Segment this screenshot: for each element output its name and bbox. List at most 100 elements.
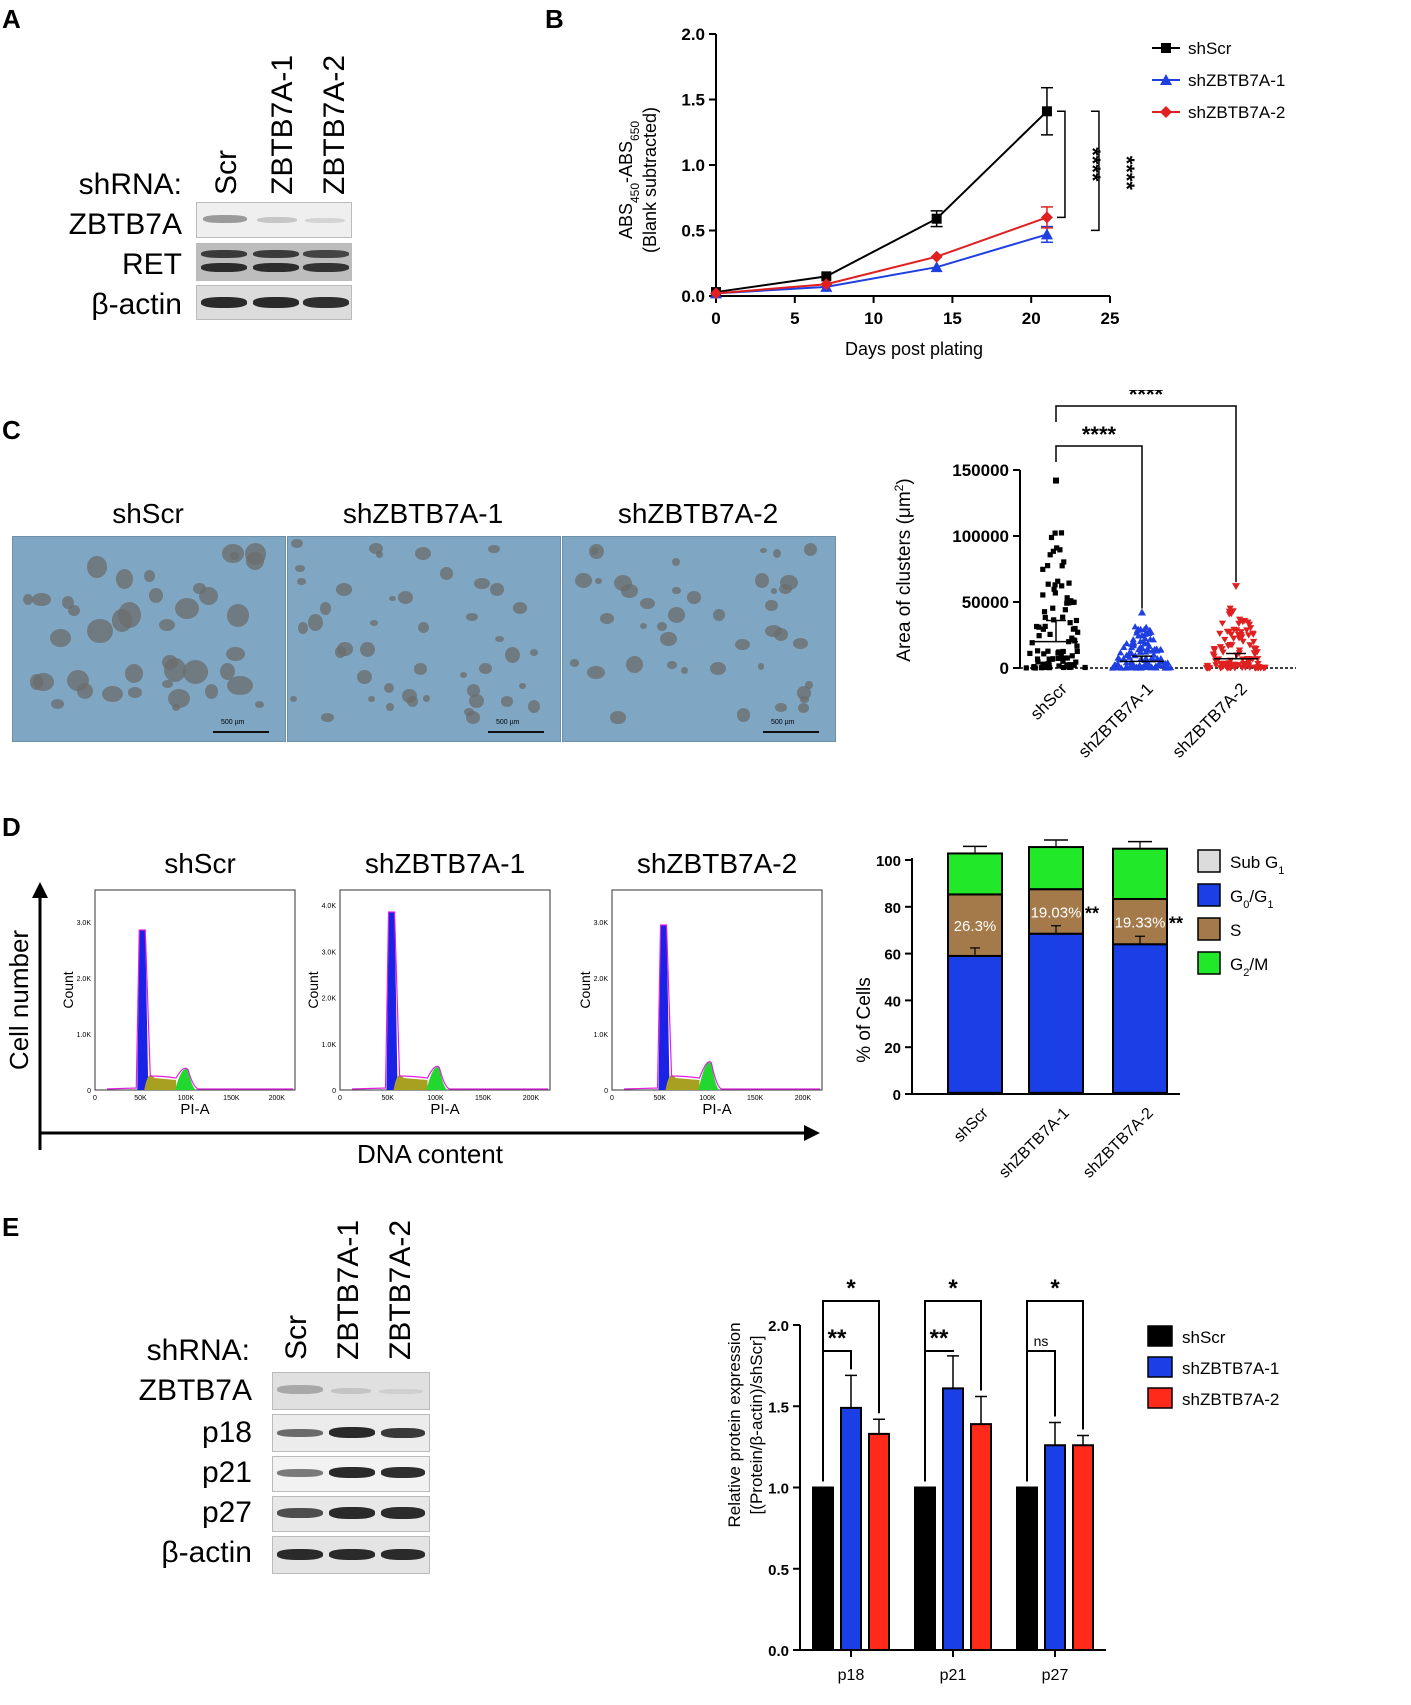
d-ytick-label: 60 (884, 947, 901, 964)
scale-label: 500 µm (771, 719, 795, 726)
b-point (1040, 211, 1053, 224)
c-point (1052, 590, 1058, 596)
cell-cluster (68, 605, 80, 617)
scale-bar (213, 731, 269, 733)
cell-cluster (319, 602, 332, 615)
micrograph-shzbtb7a-2: 500 µm (562, 536, 836, 742)
d-legend-swatch (1197, 883, 1221, 907)
c-point (1052, 582, 1058, 588)
d-legend-swatch (1197, 951, 1221, 975)
b-point (1041, 106, 1052, 117)
c-xtick-label: shScr (1027, 679, 1071, 723)
c-point (1038, 665, 1044, 671)
b-point (820, 278, 833, 291)
c-point (1138, 663, 1146, 671)
d-ytick-label: 100 (876, 853, 901, 870)
cell-cluster (760, 547, 767, 553)
d-s-label: 19.03% (1031, 904, 1082, 921)
c-point (1145, 629, 1153, 637)
c-point (1127, 649, 1136, 656)
e-blot-beta-actin (272, 1536, 430, 1574)
e-ytick-label: 2.0 (768, 1318, 789, 1335)
c-point (1035, 659, 1041, 665)
hist-ytick: 2.0K (322, 996, 337, 1003)
d-x-arrow-head (804, 1125, 820, 1141)
cell-cluster (417, 622, 429, 634)
d-ytick-label: 40 (884, 993, 901, 1010)
c-point (1237, 629, 1245, 636)
cell-cluster (757, 663, 765, 670)
d-ytick-label: 0 (893, 1087, 901, 1104)
hist-g1-peak (658, 925, 670, 1090)
cell-cluster (245, 551, 265, 571)
e-bar (840, 1406, 862, 1651)
c-point (1137, 625, 1145, 632)
b-ytick-label: 0.0 (681, 287, 705, 306)
b-point (930, 250, 943, 263)
hist-ytick: 4.0K (322, 903, 337, 910)
panel-label-e: E (2, 1212, 20, 1242)
hist-g2-peak (175, 1068, 197, 1090)
cell-cluster (779, 575, 798, 591)
c-point (1054, 545, 1060, 551)
micrograph-shzbtb7a-1: 500 µm (287, 536, 561, 742)
cell-cluster (570, 659, 579, 667)
c-point (1051, 586, 1057, 592)
d-s-label: 26.3% (954, 918, 997, 935)
cell-cluster (102, 685, 124, 703)
c-point (1041, 651, 1047, 657)
hist-ylabel: Count (577, 971, 593, 1008)
cell-cluster (144, 569, 156, 583)
c-point (1133, 629, 1141, 636)
b-xtick-label: 0 (711, 309, 720, 328)
c-point (1138, 608, 1146, 616)
cell-cluster (478, 662, 493, 675)
c-point (1035, 648, 1041, 654)
d-legend-label: G0/G1 (1230, 887, 1273, 911)
hist-title-shzbtb7a-2: shZBTB7A-2 (636, 848, 798, 879)
d-s-sig: ** (1085, 903, 1099, 923)
c-point (1141, 660, 1149, 667)
c-point (1073, 659, 1079, 665)
c-point (1058, 653, 1064, 660)
cluster-area-chart: 0 50000 100000 150000 shScr shZBTB7A-1 shZBTB7… (892, 390, 1296, 762)
cell-cluster (158, 619, 176, 632)
c-point (1126, 664, 1134, 671)
hist-ytick: 0 (604, 1088, 608, 1095)
hist-xtick: 150K (747, 1095, 764, 1102)
cell-cluster (220, 663, 236, 681)
c-point (1153, 647, 1161, 654)
cell-cluster (229, 552, 239, 561)
c-point (1218, 646, 1226, 653)
hist-g1-peak (137, 930, 149, 1090)
hist-ytick: 2.0K (594, 976, 609, 983)
cell-cluster (414, 662, 428, 675)
c-point (1067, 620, 1073, 626)
c-point (1123, 639, 1131, 647)
e-blot-row-zbtb7a: ZBTB7A (138, 1374, 252, 1407)
cell-cluster (512, 602, 528, 614)
scale-bar (488, 731, 544, 733)
cell-cluster (657, 621, 668, 632)
panel-label-b: B (545, 4, 564, 34)
b-ytick-label: 1.5 (681, 91, 705, 110)
cell-cluster (87, 555, 108, 579)
c-point (1136, 646, 1144, 653)
c-point (1059, 583, 1065, 589)
e-blot-row-p18: p18 (201, 1416, 252, 1449)
c-point (1148, 663, 1156, 670)
cell-cluster (308, 613, 324, 632)
e-ylabel-line2: [(Protein/β-actin)/shScr] (747, 1336, 766, 1515)
cell-cluster (797, 685, 811, 700)
c-point (1236, 616, 1244, 623)
c-point (1040, 566, 1046, 572)
c-point (1045, 563, 1051, 569)
c-ytick-label: 150000 (952, 461, 1009, 480)
cell-cluster (367, 695, 375, 703)
cell-cluster (772, 548, 781, 559)
hist-ytick: 3.0K (594, 920, 609, 927)
b-xtick-label: 20 (1022, 309, 1041, 328)
d-xtick-label: shZBTB7A-2 (1080, 1105, 1157, 1182)
e-blot-zbtb7a (272, 1372, 430, 1410)
panel-label-a: A (2, 4, 21, 34)
